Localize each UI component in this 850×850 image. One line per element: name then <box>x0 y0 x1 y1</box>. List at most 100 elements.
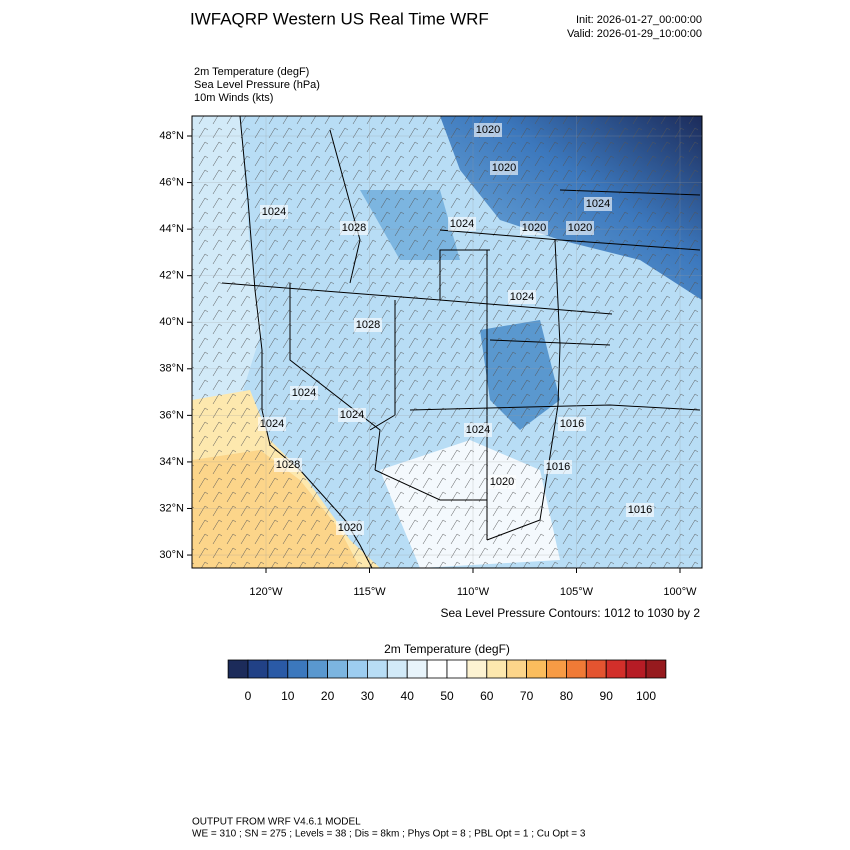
contour-label: 1020 <box>492 162 516 174</box>
contour-label-bg <box>464 423 492 437</box>
contour-label: 1024 <box>510 291 534 303</box>
lat-label: 42°N <box>159 270 184 282</box>
contour-label-bg <box>626 503 654 517</box>
contour-label: 1016 <box>546 461 570 473</box>
field-label: Sea Level Pressure (hPa) <box>194 79 320 91</box>
contour-label-bg <box>520 221 548 235</box>
contour-label-bg <box>338 408 366 422</box>
colorbar-tick-label: 90 <box>600 689 614 703</box>
contour-label-bg <box>258 417 286 431</box>
contour-label-bg <box>544 460 572 474</box>
contour-label: 1024 <box>586 198 610 210</box>
lon-label: 100°W <box>663 586 697 598</box>
contour-label-bg <box>354 318 382 332</box>
colorbar-box <box>526 659 547 679</box>
contour-label-bg <box>584 197 612 211</box>
colorbar-box <box>406 659 428 679</box>
lon-label: 110°W <box>457 586 490 598</box>
contour-label: 1020 <box>338 522 362 534</box>
colorbar-box <box>227 659 249 679</box>
lat-label: 34°N <box>159 456 184 468</box>
colorbar-tick-label: 40 <box>401 689 415 703</box>
contour-label-bg <box>340 221 368 235</box>
contour-label: 1028 <box>342 222 366 234</box>
contour-label: 1024 <box>260 418 284 430</box>
colorbar-box <box>366 659 388 679</box>
contour-note: Sea Level Pressure Contours: 1012 to 103… <box>441 606 701 620</box>
colorbar-box <box>506 659 528 679</box>
contour-label-bg <box>488 475 516 489</box>
lat-label: 46°N <box>159 176 184 188</box>
colorbar-box <box>446 659 468 679</box>
contour-label: 1020 <box>522 222 546 234</box>
colorbar-box <box>645 659 667 679</box>
map-field <box>192 116 702 568</box>
colorbar-box <box>625 659 647 679</box>
colorbar-tick-label: 100 <box>636 689 656 703</box>
colorbar-tick-label: 0 <box>245 689 252 703</box>
valid-time: Valid: 2026-01-29_10:00:00 <box>567 28 702 40</box>
colorbar-tick-label: 70 <box>520 689 534 703</box>
colorbar-box <box>267 659 289 679</box>
contour-label: 1024 <box>292 387 316 399</box>
contour-label-bg <box>274 458 302 472</box>
colorbar-box <box>605 659 627 679</box>
contour-label-bg <box>474 123 502 137</box>
colorbar-tick-label: 50 <box>440 689 454 703</box>
contour-label-bg <box>336 521 364 535</box>
colorbar-box <box>426 659 448 679</box>
init-time: Init: 2026-01-27_00:00:00 <box>576 14 702 26</box>
contour-label-bg <box>566 221 594 235</box>
colorbar-box <box>307 659 329 679</box>
lon-label: 115°W <box>353 586 386 598</box>
colorbar-box <box>287 659 309 679</box>
contour-label: 1020 <box>476 124 500 136</box>
colorbar-box <box>466 659 488 679</box>
lat-label: 36°N <box>159 409 184 421</box>
colorbar-title: 2m Temperature (degF) <box>384 642 510 656</box>
lat-label: 30°N <box>159 549 184 561</box>
lat-label: 38°N <box>159 363 184 375</box>
colorbar-box <box>486 659 508 679</box>
lon-label: 105°W <box>560 586 594 598</box>
field-label: 10m Winds (kts) <box>194 92 273 104</box>
colorbar-tick-label: 30 <box>361 689 375 703</box>
contour-label: 1020 <box>568 222 592 234</box>
contour-label-bg <box>508 290 536 304</box>
lat-label: 44°N <box>159 223 184 235</box>
contour-label-bg <box>260 205 288 219</box>
contour-label-bg <box>290 386 318 400</box>
colorbar-box <box>327 659 348 679</box>
lat-label: 40°N <box>159 316 184 328</box>
colorbar-box <box>566 659 587 679</box>
contour-label: 1024 <box>340 409 364 421</box>
footer-line: WE = 310 ; SN = 275 ; Levels = 38 ; Dis … <box>192 829 586 840</box>
colorbar-box <box>585 659 607 679</box>
colorbar-tick-label: 20 <box>321 689 335 703</box>
colorbar-tick-label: 10 <box>281 689 295 703</box>
lat-label: 48°N <box>159 130 184 142</box>
contour-label: 1024 <box>466 424 490 436</box>
field-label: 2m Temperature (degF) <box>194 66 309 78</box>
map-frame <box>191 115 703 569</box>
lat-label: 32°N <box>159 502 184 514</box>
contour-label: 1016 <box>560 418 584 430</box>
colorbar-box <box>546 659 567 679</box>
contour-label: 1024 <box>262 206 286 218</box>
contour-label-bg <box>558 417 586 431</box>
footer-line: OUTPUT FROM WRF V4.6.1 MODEL <box>192 817 361 828</box>
contour-label: 1024 <box>450 218 474 230</box>
contour-label: 1020 <box>490 476 514 488</box>
colorbar-box <box>347 659 368 679</box>
colorbar-box <box>247 659 269 679</box>
contour-label: 1028 <box>356 319 380 331</box>
contour-label-bg <box>448 217 476 231</box>
colorbar-box <box>386 659 408 679</box>
contour-label-bg <box>490 161 518 175</box>
title: IWFAQRP Western US Real Time WRF <box>190 9 489 28</box>
colorbar-tick-label: 60 <box>480 689 494 703</box>
colorbar-tick-label: 80 <box>560 689 574 703</box>
contour-label: 1016 <box>628 504 652 516</box>
contour-label: 1028 <box>276 459 300 471</box>
